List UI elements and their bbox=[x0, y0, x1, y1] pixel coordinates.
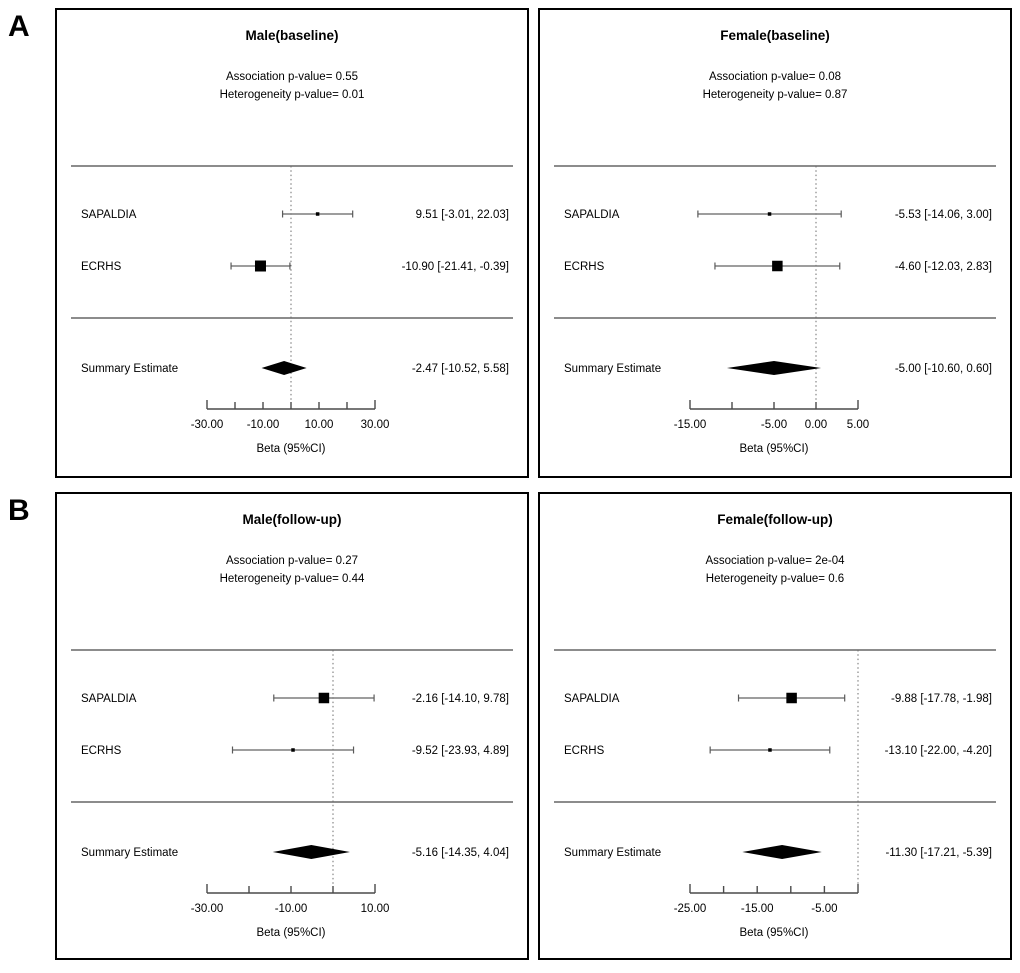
estimate-marker bbox=[315, 212, 320, 216]
study-label: SAPALDIA bbox=[564, 209, 620, 221]
x-tick-label: -10.00 bbox=[247, 419, 280, 431]
x-tick-label: -10.00 bbox=[275, 903, 308, 915]
panel-female-baseline: Female(baseline) Association p-value= 0.0… bbox=[538, 8, 1012, 478]
study-row-ecrhs bbox=[230, 260, 291, 272]
x-tick-label: 30.00 bbox=[361, 419, 390, 431]
summary-label: Summary Estimate bbox=[81, 363, 178, 375]
heterogeneity-pvalue: Heterogeneity p-value= 0.87 bbox=[703, 89, 848, 101]
panel-female-followup: Female(follow-up) Association p-value= 2e… bbox=[538, 492, 1012, 960]
study-estimate-text: -2.16 [-14.10, 9.78] bbox=[412, 693, 509, 705]
estimate-marker bbox=[786, 692, 797, 704]
section-label-b: B bbox=[8, 494, 30, 527]
study-row-sapaldia bbox=[281, 210, 354, 218]
study-label: SAPALDIA bbox=[564, 693, 620, 705]
forest-svg-female-baseline: Female(baseline) Association p-value= 0.0… bbox=[554, 28, 996, 455]
association-pvalue: Association p-value= 0.27 bbox=[226, 555, 358, 567]
summary-diamond bbox=[261, 361, 307, 375]
x-tick-label: 5.00 bbox=[847, 419, 869, 431]
x-tick-label: -15.00 bbox=[674, 419, 707, 431]
summary-diamond bbox=[272, 845, 350, 859]
x-tick-label: -30.00 bbox=[191, 903, 224, 915]
study-estimate-text: -9.88 [-17.78, -1.98] bbox=[891, 693, 992, 705]
estimate-marker bbox=[772, 260, 783, 272]
study-estimate-text: -10.90 [-21.41, -0.39] bbox=[402, 261, 509, 273]
study-label: ECRHS bbox=[81, 261, 122, 273]
summary-label: Summary Estimate bbox=[81, 847, 178, 859]
panel-title: Male(follow-up) bbox=[243, 512, 342, 527]
heterogeneity-pvalue: Heterogeneity p-value= 0.01 bbox=[220, 89, 365, 101]
summary-label: Summary Estimate bbox=[564, 363, 661, 375]
x-tick-label: 10.00 bbox=[361, 903, 390, 915]
study-label: SAPALDIA bbox=[81, 209, 137, 221]
panel-title: Male(baseline) bbox=[245, 28, 338, 43]
study-row-ecrhs bbox=[714, 260, 841, 272]
study-label: ECRHS bbox=[564, 745, 605, 757]
panel-male-baseline: Male(baseline) Association p-value= 0.55 H… bbox=[55, 8, 529, 478]
panel-title: Female(baseline) bbox=[720, 28, 830, 43]
x-tick-label: -5.00 bbox=[811, 903, 837, 915]
association-pvalue: Association p-value= 2e-04 bbox=[705, 555, 845, 567]
estimate-marker bbox=[291, 748, 295, 752]
x-axis-title: Beta (95%CI) bbox=[256, 443, 325, 455]
x-axis-title: Beta (95%CI) bbox=[739, 443, 808, 455]
forest-svg-male-followup: Male(follow-up) Association p-value= 0.27… bbox=[71, 512, 513, 939]
x-tick-label: -15.00 bbox=[741, 903, 774, 915]
summary-estimate-text: -5.16 [-14.35, 4.04] bbox=[412, 847, 509, 859]
estimate-marker bbox=[768, 748, 772, 752]
panel-male-followup: Male(follow-up) Association p-value= 0.27… bbox=[55, 492, 529, 960]
x-tick-label: -25.00 bbox=[674, 903, 707, 915]
estimate-marker bbox=[318, 692, 330, 704]
summary-diamond bbox=[726, 361, 822, 375]
study-row-ecrhs bbox=[231, 746, 355, 754]
study-estimate-text: 9.51 [-3.01, 22.03] bbox=[416, 209, 509, 221]
x-tick-label: 0.00 bbox=[805, 419, 827, 431]
x-tick-label: -5.00 bbox=[761, 419, 787, 431]
study-estimate-text: -9.52 [-23.93, 4.89] bbox=[412, 745, 509, 757]
summary-estimate-text: -5.00 [-10.60, 0.60] bbox=[895, 363, 992, 375]
study-row-sapaldia bbox=[697, 210, 842, 218]
association-pvalue: Association p-value= 0.55 bbox=[226, 71, 358, 83]
study-label: ECRHS bbox=[81, 745, 122, 757]
x-axis-title: Beta (95%CI) bbox=[256, 927, 325, 939]
study-estimate-text: -13.10 [-22.00, -4.20] bbox=[885, 745, 992, 757]
estimate-marker bbox=[767, 212, 772, 216]
section-label-a: A bbox=[8, 10, 30, 43]
study-row-sapaldia bbox=[273, 692, 375, 704]
summary-label: Summary Estimate bbox=[564, 847, 661, 859]
summary-estimate-text: -2.47 [-10.52, 5.58] bbox=[412, 363, 509, 375]
summary-estimate-text: -11.30 [-17.21, -5.39] bbox=[885, 847, 992, 859]
panel-title: Female(follow-up) bbox=[717, 512, 833, 527]
heterogeneity-pvalue: Heterogeneity p-value= 0.44 bbox=[220, 573, 365, 585]
forest-svg-female-followup: Female(follow-up) Association p-value= 2e… bbox=[554, 512, 996, 939]
summary-diamond bbox=[742, 845, 822, 859]
x-tick-label: 10.00 bbox=[305, 419, 334, 431]
x-tick-label: -30.00 bbox=[191, 419, 224, 431]
estimate-marker bbox=[254, 260, 266, 272]
study-row-sapaldia bbox=[737, 692, 846, 704]
forest-svg-male-baseline: Male(baseline) Association p-value= 0.55 H… bbox=[71, 28, 513, 455]
study-estimate-text: -4.60 [-12.03, 2.83] bbox=[895, 261, 992, 273]
x-axis-title: Beta (95%CI) bbox=[739, 927, 808, 939]
study-label: ECRHS bbox=[564, 261, 605, 273]
study-row-ecrhs bbox=[709, 746, 831, 754]
heterogeneity-pvalue: Heterogeneity p-value= 0.6 bbox=[706, 573, 844, 585]
study-estimate-text: -5.53 [-14.06, 3.00] bbox=[895, 209, 992, 221]
association-pvalue: Association p-value= 0.08 bbox=[709, 71, 841, 83]
study-label: SAPALDIA bbox=[81, 693, 137, 705]
